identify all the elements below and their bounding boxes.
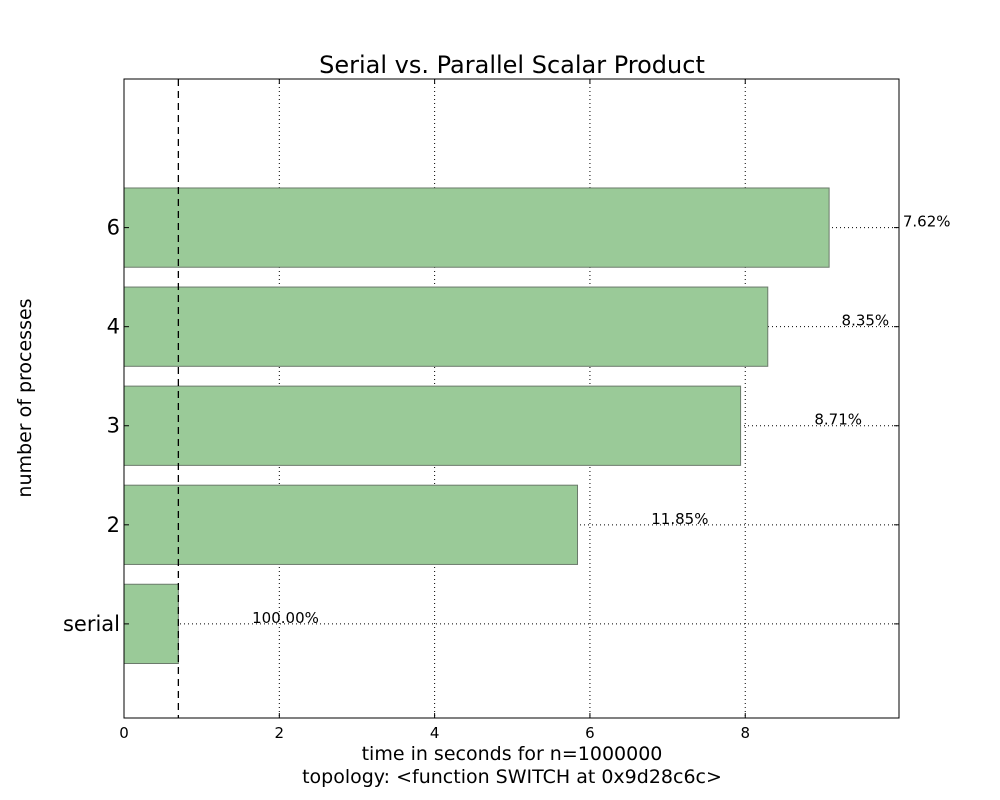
- x-axis-label: time in seconds for n=1000000: [362, 743, 663, 765]
- chart-title: Serial vs. Parallel Scalar Product: [319, 51, 705, 79]
- y-tick-label: serial: [63, 612, 120, 636]
- bar-value-label: 8.71%: [814, 411, 862, 429]
- bar-value-label: 11.85%: [651, 510, 708, 528]
- bar-value-label: 7.62%: [903, 213, 951, 231]
- y-axis-label: number of processes: [14, 298, 36, 497]
- y-tick-label: 4: [107, 315, 120, 339]
- bars: [123, 187, 830, 665]
- bar-labels: 100.00% 11.85% 8.71% 8.35% 7.62%: [252, 213, 950, 627]
- bar: [123, 583, 179, 665]
- x-tick-label: 8: [740, 724, 750, 742]
- y-tick-label: 3: [107, 414, 120, 438]
- x-tick-label: 2: [275, 724, 285, 742]
- x-axis-ticks: 0 2 4 6 8: [119, 79, 750, 742]
- bar: [123, 385, 742, 466]
- y-tick-label: 2: [107, 513, 120, 537]
- y-tick-label: 6: [107, 216, 120, 240]
- grid-lines: [124, 79, 899, 718]
- x-tick-label: 4: [430, 724, 440, 742]
- bar-value-label: 100.00%: [252, 609, 319, 627]
- bar: [123, 484, 579, 565]
- bar: [123, 187, 830, 268]
- y-axis-ticks: serial 2 3 4 6: [63, 216, 899, 636]
- x-axis-sublabel: topology: <function SWITCH at 0x9d28c6c>: [302, 766, 722, 788]
- bar: [123, 286, 769, 367]
- plot-frame: [123, 78, 900, 719]
- x-tick-label: 6: [585, 724, 595, 742]
- x-tick-label: 0: [119, 724, 129, 742]
- bar-value-label: 8.35%: [842, 312, 890, 330]
